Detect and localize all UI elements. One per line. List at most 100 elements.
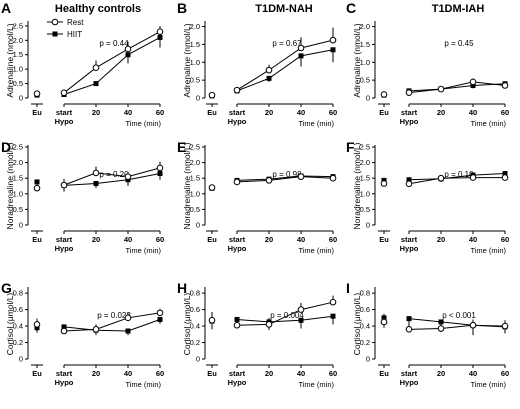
series-rest: [208, 173, 337, 191]
y-tick-label: 0.5: [360, 76, 370, 85]
x-label-eu: Eu: [32, 108, 42, 117]
legend: Rest HIIT: [47, 18, 84, 39]
data-point-rest: [297, 306, 305, 313]
y-tick-label: 0: [366, 355, 370, 364]
data-point-rest: [233, 321, 241, 329]
y-tick-label: 1.0: [360, 58, 370, 67]
data-point-hiit: [125, 328, 131, 334]
y-tick-label: 1.0: [13, 189, 23, 198]
data-point-hiit: [298, 53, 304, 59]
data-point-rest: [380, 318, 388, 326]
data-point-hiit: [330, 47, 336, 53]
p-value-label: p = 0.67: [272, 39, 302, 48]
y-tick-label: 0: [196, 355, 200, 364]
y-tick-label: 0.5: [360, 205, 370, 214]
y-tick-label: 1.0: [190, 189, 200, 198]
data-point-rest: [405, 326, 413, 333]
x-label-eu: Eu: [379, 235, 389, 244]
x-tick-label: 20: [92, 235, 100, 244]
data-point-rest: [124, 173, 132, 180]
x-tick-label: 20: [265, 108, 273, 117]
column-title-t1dm-iah: T1DM-IAH: [432, 3, 485, 15]
series-line: [63, 319, 161, 332]
x-axis-title: Time (min): [298, 246, 334, 255]
data-point-rest: [437, 174, 445, 182]
x-tick-label: 40: [297, 108, 305, 117]
series-line: [236, 176, 334, 183]
x-tick-label: 60: [156, 108, 164, 117]
data-point-rest: [437, 85, 445, 93]
x-tick-label: 40: [297, 369, 305, 378]
y-tick-label: 0.8: [13, 289, 23, 298]
x-axis-title: Time (min): [125, 380, 161, 389]
series-rest: [380, 172, 509, 188]
x-tick-label: 20: [92, 108, 100, 117]
x-label-start: start: [401, 108, 418, 117]
x-label-eu: Eu: [379, 369, 389, 378]
data-point-rest: [60, 181, 68, 189]
x-label-start: start: [56, 369, 73, 378]
x-axis-title: Time (min): [470, 380, 506, 389]
series-line: [236, 39, 334, 91]
x-label-eu: Eu: [32, 235, 42, 244]
x-tick-label: 20: [437, 369, 445, 378]
x-tick-label: 20: [265, 235, 273, 244]
series-line: [63, 167, 161, 186]
y-tick-label: 2.5: [360, 143, 370, 152]
x-label-eu: Eu: [379, 108, 389, 117]
data-point-rest: [380, 180, 388, 187]
y-tick-label: 0: [196, 221, 200, 230]
y-axis-label: Noradrenaline (nmol/L): [352, 142, 362, 229]
p-value-label: p = 0.022: [97, 311, 131, 320]
data-point-rest: [329, 174, 337, 182]
data-point-hiit: [157, 171, 163, 177]
p-value-label: p = 0.45: [444, 39, 474, 48]
legend-hiit-label: HIIT: [67, 30, 82, 39]
x-axis-title: Time (min): [298, 380, 334, 389]
data-point-hiit: [157, 34, 163, 40]
y-tick-label: 2.5: [13, 21, 23, 30]
x-tick-label: 60: [156, 369, 164, 378]
y-axis-label: Adrenaline (nmol/L): [5, 23, 15, 97]
data-point-rest: [265, 177, 273, 184]
series-rest: [33, 25, 164, 97]
data-point-hiit: [125, 52, 131, 58]
data-point-rest: [380, 91, 388, 98]
p-value-label: p = 0.20: [99, 170, 129, 179]
data-point-rest: [437, 325, 445, 332]
y-axis-label: Cortisol (μmol/L): [182, 293, 192, 356]
x-label-hypo: Hypo: [55, 117, 74, 126]
y-tick-label: 0.6: [360, 305, 370, 314]
series-line: [408, 177, 505, 185]
data-point-rest: [156, 28, 164, 35]
x-tick-label: 40: [124, 369, 132, 378]
panel-letter: H: [177, 280, 187, 296]
x-label-hypo: Hypo: [400, 117, 419, 126]
x-axis-title: Time (min): [125, 119, 161, 128]
x-axis-title: Time (min): [470, 119, 506, 128]
series-line: [63, 312, 161, 332]
y-tick-label: 2.5: [13, 143, 23, 152]
y-tick-label: 0.5: [13, 205, 23, 214]
data-point-hiit: [93, 181, 99, 187]
y-tick-label: 0.2: [13, 338, 23, 347]
data-point-rest: [469, 321, 477, 329]
series-rest: [33, 161, 164, 192]
x-tick-label: 20: [92, 369, 100, 378]
data-point-rest: [501, 82, 509, 89]
series-line: [63, 31, 161, 94]
x-label-eu: Eu: [32, 369, 42, 378]
data-point-rest: [33, 184, 41, 192]
x-tick-label: 20: [265, 369, 273, 378]
series-rest: [380, 313, 509, 333]
series-rest: [33, 308, 164, 335]
data-point-rest: [469, 78, 477, 86]
data-point-rest: [60, 327, 68, 335]
y-tick-label: 0: [19, 94, 23, 103]
column-title-t1dm-nah: T1DM-NAH: [255, 3, 312, 15]
